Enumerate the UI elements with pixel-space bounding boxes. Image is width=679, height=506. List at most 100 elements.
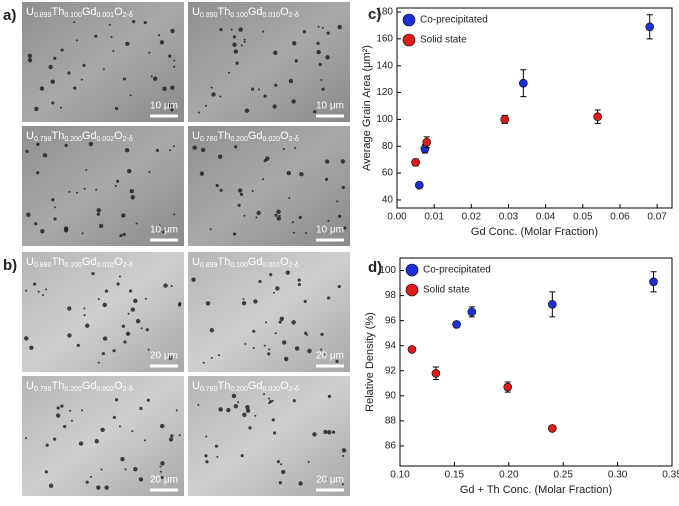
pore xyxy=(159,465,162,468)
pore xyxy=(271,399,274,402)
pore xyxy=(97,298,100,301)
pore xyxy=(36,171,40,175)
pore xyxy=(96,212,100,216)
pore xyxy=(124,147,130,153)
pore xyxy=(80,78,83,81)
pore xyxy=(267,397,270,400)
pore xyxy=(45,443,49,447)
pore xyxy=(343,226,347,230)
micrograph-caption: U0.890Th0.100Gd0.010O2-δ xyxy=(192,6,299,19)
pore xyxy=(219,188,223,192)
pore xyxy=(102,336,108,341)
panel-label: c) xyxy=(368,6,381,23)
element: Th xyxy=(51,130,64,142)
pore xyxy=(191,277,196,282)
pore xyxy=(265,321,268,324)
pore xyxy=(327,296,331,300)
pore xyxy=(340,159,346,164)
legend-label: Solid state xyxy=(423,285,470,296)
x-tick-label: 0.00 xyxy=(387,212,407,223)
pore xyxy=(177,303,182,307)
subscript: 2-δ xyxy=(123,386,133,393)
pore xyxy=(210,86,213,89)
pore xyxy=(238,27,243,32)
element: Th xyxy=(217,6,230,18)
element: Th xyxy=(51,6,64,18)
pore xyxy=(218,407,223,412)
subscript: 0.001 xyxy=(97,12,115,19)
pore xyxy=(42,153,48,158)
pore xyxy=(257,88,260,91)
pore xyxy=(175,409,178,412)
pore xyxy=(215,183,219,188)
subscript: 2-δ xyxy=(123,262,133,269)
data-point xyxy=(422,137,432,147)
subscript: 0.899 xyxy=(34,12,52,19)
pore xyxy=(275,286,280,291)
pore xyxy=(252,329,256,333)
y-tick-label: 94 xyxy=(385,340,397,351)
micrograph xyxy=(22,376,184,496)
subscript: 0.100 xyxy=(230,262,248,269)
pore xyxy=(341,185,345,190)
subscript: 2-δ xyxy=(289,136,299,143)
pore xyxy=(75,39,78,42)
pore xyxy=(199,171,205,176)
pore xyxy=(338,214,342,218)
pore xyxy=(267,352,271,356)
pore xyxy=(305,232,308,235)
pore xyxy=(232,42,237,47)
element: O xyxy=(280,380,289,392)
pore xyxy=(114,106,119,111)
pore xyxy=(95,188,98,191)
pore xyxy=(148,51,151,54)
pore xyxy=(121,324,125,328)
scale-label: 10 μm xyxy=(150,101,178,112)
element: Gd xyxy=(248,380,263,392)
pore xyxy=(276,460,280,464)
pore xyxy=(262,178,265,181)
element: O xyxy=(280,256,289,268)
pore xyxy=(170,285,173,288)
pore xyxy=(233,404,239,409)
pore xyxy=(85,323,90,328)
pore xyxy=(163,283,168,288)
micrograph-caption: U0.780Th0.200Gd0.020O2-δ xyxy=(192,380,299,393)
legend-marker xyxy=(405,263,419,277)
element: U xyxy=(192,380,200,392)
pore xyxy=(280,463,283,466)
element: U xyxy=(26,6,34,18)
pore xyxy=(116,179,120,183)
pore xyxy=(45,288,48,291)
pore xyxy=(168,355,173,360)
x-tick-label: 0.05 xyxy=(573,212,593,223)
pore xyxy=(254,414,257,417)
pore xyxy=(139,406,143,411)
pore xyxy=(60,48,64,52)
pore xyxy=(271,418,275,422)
element: U xyxy=(192,6,200,18)
pore xyxy=(81,232,84,235)
pore xyxy=(135,222,138,225)
plot-frame xyxy=(399,257,673,467)
element: Th xyxy=(217,380,230,392)
pore xyxy=(60,106,63,109)
pore xyxy=(121,213,126,218)
y-tick-label: 90 xyxy=(385,390,397,401)
pore xyxy=(317,25,320,28)
pore xyxy=(112,49,115,52)
pore xyxy=(241,300,247,306)
pore xyxy=(148,171,151,174)
pore xyxy=(278,320,282,324)
pore xyxy=(112,349,116,353)
pore xyxy=(96,208,101,213)
y-tick-label: 98 xyxy=(385,290,397,301)
pore xyxy=(55,413,61,418)
data-point xyxy=(452,320,461,329)
subscript: 0.001 xyxy=(263,262,281,269)
subscript: 0.890 xyxy=(34,262,52,269)
subscript: 0.200 xyxy=(230,136,248,143)
pore xyxy=(237,401,240,404)
y-tick-label: 80 xyxy=(382,141,394,152)
pore xyxy=(60,404,64,408)
